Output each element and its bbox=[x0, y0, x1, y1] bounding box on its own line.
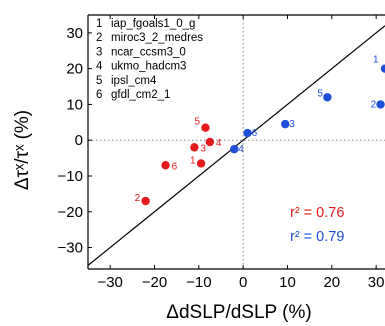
data-point-label: 5 bbox=[317, 88, 323, 99]
legend-number: 6 bbox=[96, 89, 102, 101]
data-point-label: 3 bbox=[289, 119, 295, 130]
y-tick-label: −10 bbox=[58, 168, 83, 185]
legend-number: 4 bbox=[96, 61, 103, 73]
data-point bbox=[190, 143, 199, 152]
reference-lines bbox=[88, 15, 385, 269]
y-tick-label: 10 bbox=[66, 96, 83, 113]
legend-entry: ukmo_hadcm3 bbox=[111, 61, 186, 73]
legend-number: 3 bbox=[96, 46, 102, 58]
data-point-label: 6 bbox=[252, 128, 258, 139]
legend-number: 5 bbox=[96, 75, 102, 87]
x-tick-label: −30 bbox=[97, 274, 122, 291]
x-tick-label: −10 bbox=[186, 274, 211, 291]
y-tick-label: −20 bbox=[58, 204, 83, 221]
r-squared-label: r² = 0.79 bbox=[290, 229, 344, 245]
data-point bbox=[201, 123, 210, 132]
legend: 1 iap_fgoals1_0_g 2 miroc3_2_medres 3 ncar_cc… bbox=[96, 18, 203, 101]
data-point bbox=[323, 93, 332, 102]
x-tick-label: 20 bbox=[323, 274, 340, 291]
y-tick-label: 0 bbox=[75, 132, 83, 149]
data-point-label: 6 bbox=[172, 161, 178, 172]
data-point bbox=[161, 161, 170, 170]
legend-number: 1 bbox=[96, 18, 102, 30]
legend-entry: iap_fgoals1_0_g bbox=[111, 18, 195, 30]
data-point-label: 4 bbox=[238, 144, 244, 155]
data-point bbox=[196, 159, 206, 168]
legend-number: 2 bbox=[96, 32, 102, 44]
legend-entry: ipsl_cm4 bbox=[111, 75, 157, 87]
data-point bbox=[141, 196, 150, 206]
r-squared-annotations: r² = 0.76 r² = 0.79 bbox=[290, 205, 344, 245]
data-point-label: 2 bbox=[135, 193, 141, 204]
x-tick-label: 10 bbox=[279, 274, 296, 291]
data-point-label: 1 bbox=[373, 55, 379, 66]
x-tick-label: 0 bbox=[239, 274, 247, 291]
axes: −30 −20 −10 0 10 20 30 −30 −20 −10 0 10 20 30 bbox=[58, 14, 385, 291]
x-axis-label: ΔdSLP/dSLP (%) bbox=[166, 302, 311, 323]
data-point bbox=[243, 128, 252, 138]
y-tick-label: −30 bbox=[58, 240, 83, 257]
data-point-label: 1 bbox=[190, 155, 196, 166]
data-point-label: 5 bbox=[194, 117, 200, 128]
data-point-label: 4 bbox=[216, 138, 222, 149]
legend-entry: gfdl_cm2_1 bbox=[111, 89, 170, 101]
r-squared-label: r² = 0.76 bbox=[290, 205, 344, 221]
legend-entry: ncar_ccsm3_0 bbox=[111, 46, 186, 58]
data-point bbox=[376, 100, 385, 109]
x-tick-label: −20 bbox=[142, 274, 167, 291]
legend-entry: miroc3_2_medres bbox=[111, 32, 203, 44]
data-point bbox=[205, 137, 215, 147]
y-tick-label: 20 bbox=[66, 61, 83, 78]
data-point-label: 3 bbox=[200, 143, 206, 154]
data-point bbox=[230, 144, 239, 154]
x-tick-label: 30 bbox=[368, 274, 385, 291]
y-axis-label: Δτˣ/τˣ (%) bbox=[12, 110, 33, 190]
data-point bbox=[380, 64, 385, 73]
data-point-label: 2 bbox=[371, 99, 377, 110]
one-to-one-line bbox=[88, 25, 385, 266]
y-tick-label: 30 bbox=[66, 25, 83, 42]
data-point bbox=[281, 119, 290, 129]
